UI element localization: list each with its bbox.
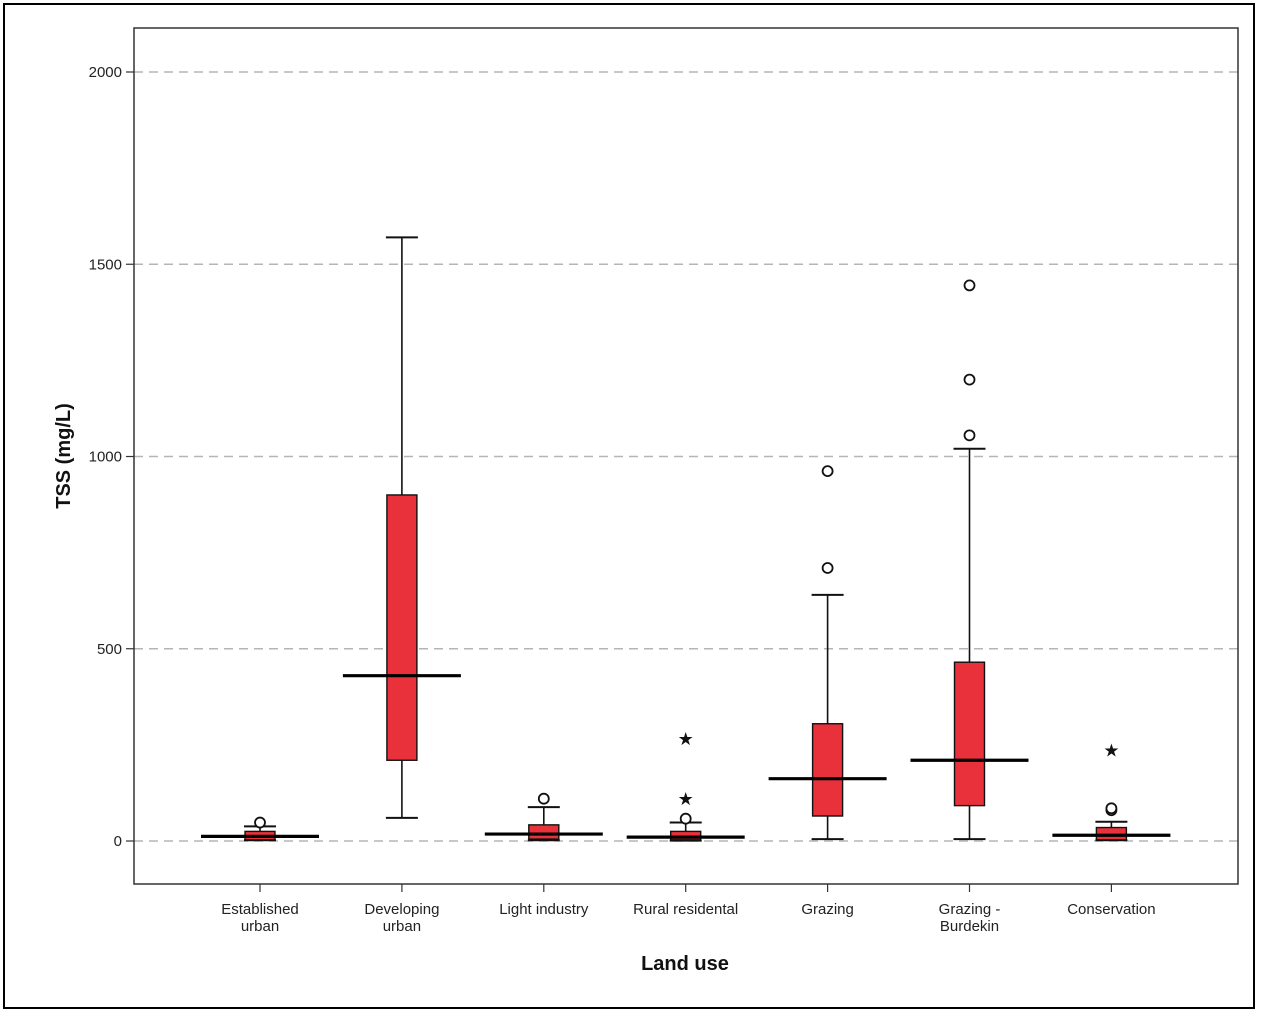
outlier-point bbox=[821, 562, 834, 574]
outlier-point bbox=[537, 792, 550, 805]
outlier-point bbox=[821, 465, 834, 478]
y-tick-label: 0 bbox=[114, 833, 122, 850]
outlier-point bbox=[679, 812, 692, 825]
iqr-box bbox=[953, 661, 986, 807]
box-series: ★★★ bbox=[201, 236, 1171, 842]
x-tick-label: Established urban bbox=[221, 901, 299, 935]
outlier-point bbox=[963, 279, 976, 292]
x-tick-label: Grazing bbox=[801, 901, 854, 918]
box-group: ★★ bbox=[626, 729, 745, 842]
outlier-point bbox=[963, 373, 976, 386]
extreme-point: ★ bbox=[1103, 740, 1119, 761]
outlier-point bbox=[1105, 802, 1118, 815]
box-group bbox=[768, 465, 887, 841]
x-tick-label: Developing urban bbox=[364, 901, 439, 935]
x-tick-label: Conservation bbox=[1067, 901, 1155, 918]
x-axis: Established urban Developing urban Light ind… bbox=[221, 884, 1156, 935]
x-tick-label: Light industry bbox=[499, 901, 589, 918]
y-axis-title: TSS (mg/L) bbox=[53, 403, 75, 509]
x-axis-title: Land use bbox=[641, 953, 729, 975]
outlier-point bbox=[963, 429, 976, 442]
y-tick-label: 1000 bbox=[89, 449, 122, 466]
iqr-box bbox=[811, 723, 844, 817]
y-axis: 0 500 1000 1500 2000 bbox=[89, 64, 134, 850]
box-group bbox=[910, 279, 1029, 841]
y-tick-label: 2000 bbox=[89, 64, 122, 81]
x-tick-label: Grazing -Burdekin bbox=[939, 901, 1001, 935]
extreme-point: ★ bbox=[678, 729, 694, 750]
box-group bbox=[201, 816, 319, 842]
grid-lines bbox=[134, 71, 1238, 842]
box-group bbox=[342, 236, 461, 819]
y-tick-label: 1500 bbox=[89, 256, 122, 273]
extreme-point: ★ bbox=[678, 789, 694, 810]
box-group: ★ bbox=[1052, 740, 1171, 842]
iqr-box bbox=[528, 824, 560, 840]
x-tick-label: Rural residental bbox=[633, 901, 738, 918]
box-group bbox=[484, 792, 603, 842]
iqr-box bbox=[386, 494, 418, 761]
y-tick-label: 500 bbox=[97, 641, 122, 658]
outlier-point bbox=[254, 816, 266, 829]
